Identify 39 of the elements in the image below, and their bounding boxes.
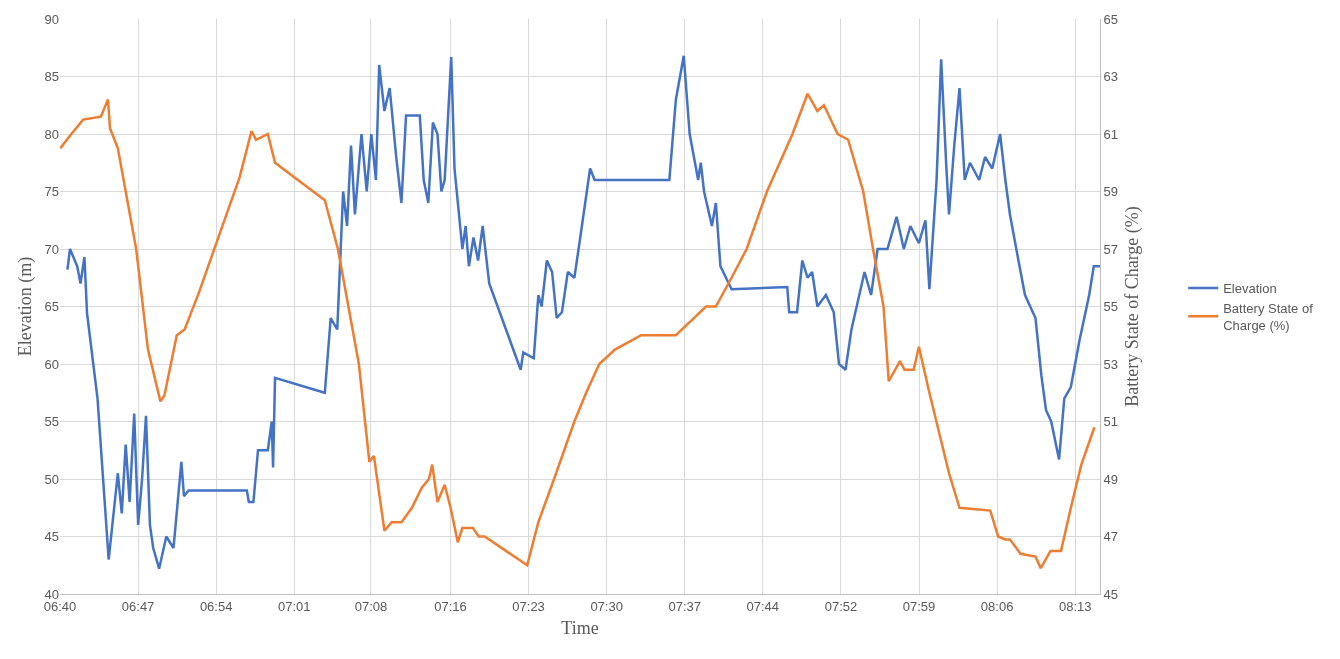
y-tick-label: 60	[44, 356, 59, 372]
y2-tick-label: 47	[1103, 529, 1119, 545]
y-tick-label: 75	[44, 184, 59, 200]
x-axis-title: Time	[561, 617, 599, 638]
y2-tick-label: 57	[1103, 241, 1119, 257]
y-tick-label: 45	[44, 529, 59, 545]
y2-tick-label: 45	[1103, 586, 1119, 602]
x-tick-label: 07:30	[590, 598, 623, 614]
x-tick-label: 08:13	[1058, 598, 1092, 614]
y2-tick-label: 65	[1103, 11, 1119, 27]
y-tick-label: 55	[44, 414, 59, 430]
x-tick-label: 07:08	[354, 598, 388, 614]
y2-axis-title: Battery State of Charge (%)	[1122, 206, 1144, 407]
x-tick-label: 07:44	[746, 598, 780, 614]
x-tick-label: 08:06	[980, 598, 1014, 614]
x-tick-label: 06:54	[199, 598, 233, 614]
x-tick-label: 07:59	[902, 598, 936, 614]
y2-tick-label: 53	[1103, 356, 1119, 372]
x-tick-label: 07:16	[434, 598, 467, 614]
x-tick-label: 07:37	[668, 598, 701, 614]
y-tick-label: 70	[44, 241, 59, 257]
legend-label: Elevation	[1223, 281, 1277, 297]
y-tick-label: 50	[44, 471, 59, 487]
y2-tick-label: 63	[1103, 69, 1119, 85]
y-tick-label: 90	[44, 11, 59, 27]
x-tick-label: 07:01	[278, 598, 311, 614]
legend-label: Battery State of Charge (%)	[1223, 300, 1314, 333]
y-tick-label: 65	[44, 299, 59, 315]
y2-tick-label: 61	[1103, 126, 1119, 142]
y2-tick-label: 55	[1103, 299, 1119, 315]
x-tick-label: 06:47	[121, 598, 155, 614]
y-tick-label: 80	[44, 126, 59, 142]
y-axis-title: Elevation (m)	[14, 256, 36, 357]
y2-tick-label: 51	[1103, 414, 1119, 430]
y2-tick-label: 49	[1103, 471, 1119, 487]
y2-tick-label: 59	[1103, 184, 1119, 200]
x-tick-label: 07:52	[824, 598, 858, 614]
y-tick-label: 85	[44, 69, 59, 85]
x-tick-label: 07:23	[512, 598, 545, 614]
